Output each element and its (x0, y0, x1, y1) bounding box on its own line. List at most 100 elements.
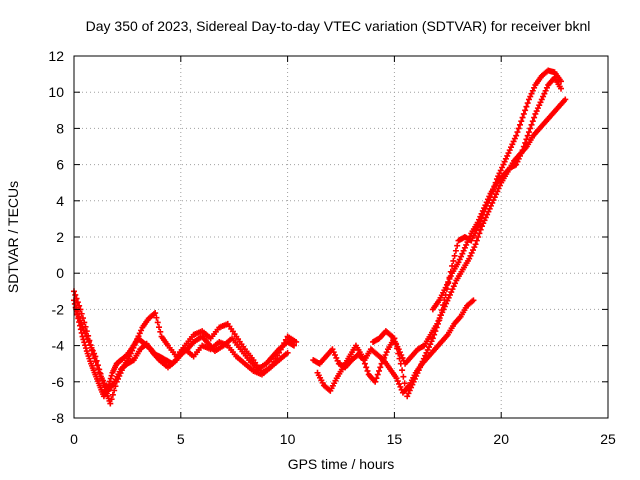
x-tick-label: 0 (70, 431, 78, 447)
data-point (82, 342, 89, 349)
y-tick-labels: -8 -6 -4 -2 0 2 4 6 8 10 12 (48, 48, 64, 426)
grid-lines (74, 56, 608, 418)
x-tick-label: 5 (177, 431, 185, 447)
data-point (519, 114, 526, 121)
data-point (476, 230, 483, 237)
x-tick-label: 25 (600, 431, 616, 447)
y-tick-label: 2 (56, 229, 64, 245)
data-point (514, 129, 521, 136)
data-point (527, 125, 534, 132)
series-track-F (370, 96, 569, 367)
data-point (452, 247, 459, 254)
data-point (525, 129, 532, 136)
data-point (154, 319, 161, 326)
y-tick-label: 0 (56, 265, 64, 281)
data-point (528, 121, 535, 128)
x-tick-label: 15 (387, 431, 403, 447)
data-point (523, 136, 530, 143)
data-point (376, 367, 383, 374)
y-tick-label: -6 (52, 374, 65, 390)
data-point (520, 143, 527, 150)
data-point (470, 297, 477, 304)
data-point (152, 310, 159, 317)
data-point (96, 366, 103, 373)
data-point (516, 121, 523, 128)
data-point (524, 132, 531, 139)
data-point (359, 353, 366, 360)
data-point (277, 346, 284, 353)
data-point (377, 364, 384, 371)
series-track-G (429, 74, 565, 313)
data-point (475, 234, 482, 240)
series-track-C (73, 306, 291, 394)
data-point (477, 226, 484, 233)
data-point (74, 310, 81, 317)
data-point (73, 295, 80, 302)
data-point (360, 357, 367, 364)
data-point (279, 343, 286, 350)
data-point (111, 387, 118, 394)
x-tick-label: 20 (493, 431, 509, 447)
data-point (76, 302, 83, 309)
data-point (153, 314, 160, 321)
data-point (157, 328, 164, 335)
data-point (519, 147, 526, 154)
data-point (558, 85, 565, 92)
data-point (450, 257, 457, 264)
data-point (284, 349, 291, 356)
x-tick-label: 10 (280, 431, 296, 447)
data-point (78, 320, 85, 327)
data-point (562, 96, 569, 103)
data-point (109, 391, 116, 398)
data-point (74, 299, 81, 306)
y-tick-label: 6 (56, 157, 64, 173)
x-axis-label: GPS time / hours (288, 456, 395, 472)
data-point (372, 378, 379, 385)
data-point (473, 237, 480, 244)
data-point (76, 317, 83, 324)
axis-ticks (73, 55, 609, 419)
data-point (361, 360, 368, 367)
data-point (451, 252, 458, 259)
data-point (401, 380, 408, 387)
data-point (523, 103, 530, 110)
data-point (400, 373, 407, 380)
data-point (399, 367, 406, 374)
data-point (107, 400, 114, 407)
data-point (82, 345, 89, 352)
y-tick-label: 10 (48, 84, 64, 100)
data-point (94, 362, 101, 369)
data-point (108, 372, 115, 379)
data-point (472, 241, 479, 248)
y-tick-label: 8 (56, 120, 64, 136)
y-tick-label: 12 (48, 48, 64, 64)
data-point (518, 118, 525, 125)
data-point (373, 375, 380, 382)
data-point (97, 370, 104, 377)
data-point (282, 336, 289, 343)
data-point (522, 139, 529, 146)
data-point (281, 340, 288, 347)
data-point (72, 291, 79, 298)
y-tick-label: 4 (56, 193, 64, 209)
data-point (276, 349, 283, 356)
data-point (364, 367, 371, 374)
data-point (513, 132, 520, 139)
series-track-E (314, 67, 565, 400)
data-point (108, 396, 115, 403)
data-point (92, 358, 99, 365)
data-point (363, 364, 370, 371)
y-tick-label: -4 (52, 338, 65, 354)
y-axis-label: SDTVAR / TECUs (5, 181, 21, 293)
data-point (531, 114, 538, 121)
data-point (524, 100, 531, 107)
data-point (374, 371, 381, 378)
chart-title: Day 350 of 2023, Sidereal Day-to-day VTE… (86, 18, 591, 34)
y-tick-label: -8 (52, 410, 65, 426)
data-markers (71, 67, 569, 407)
data-point (522, 107, 529, 114)
data-point (293, 338, 300, 345)
x-tick-labels: 0 5 10 15 20 25 (70, 431, 616, 447)
data-point (93, 357, 100, 364)
